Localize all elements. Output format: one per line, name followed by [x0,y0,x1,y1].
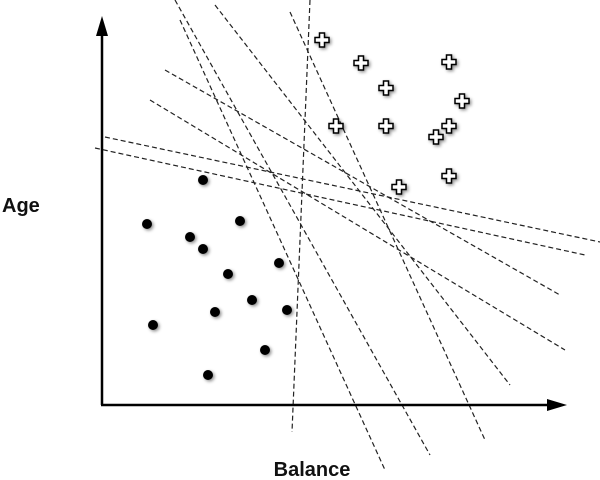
dot [203,370,213,380]
dot [260,345,270,355]
line [291,0,311,433]
x-arrow [547,399,567,411]
dot [274,258,284,268]
plus [328,118,344,134]
line [164,69,561,296]
plus [378,80,394,96]
dot [223,269,233,279]
plus [378,118,394,134]
line [179,19,386,471]
dot [198,244,208,254]
plus [454,93,470,109]
dot [247,295,257,305]
plus [353,55,369,71]
dot [235,216,245,226]
plus [391,179,407,195]
dot [148,320,158,330]
plus [441,54,457,70]
plus [441,168,457,184]
line [94,147,586,256]
line [104,136,600,243]
plus [314,32,330,48]
dot [210,307,220,317]
axes [96,16,567,411]
line [289,11,486,441]
y-arrow [96,16,108,36]
dot [198,175,208,185]
line [214,4,511,386]
x-axis-label: Balance [274,459,351,480]
line [174,0,431,456]
plus [441,118,457,134]
dot [282,305,292,315]
dot [185,232,195,242]
plus [428,129,444,145]
pluses [314,32,470,195]
dots [142,175,292,380]
line [149,99,566,351]
separating-lines [94,0,600,471]
y-axis-label: Age [2,195,40,217]
dot [142,219,152,229]
